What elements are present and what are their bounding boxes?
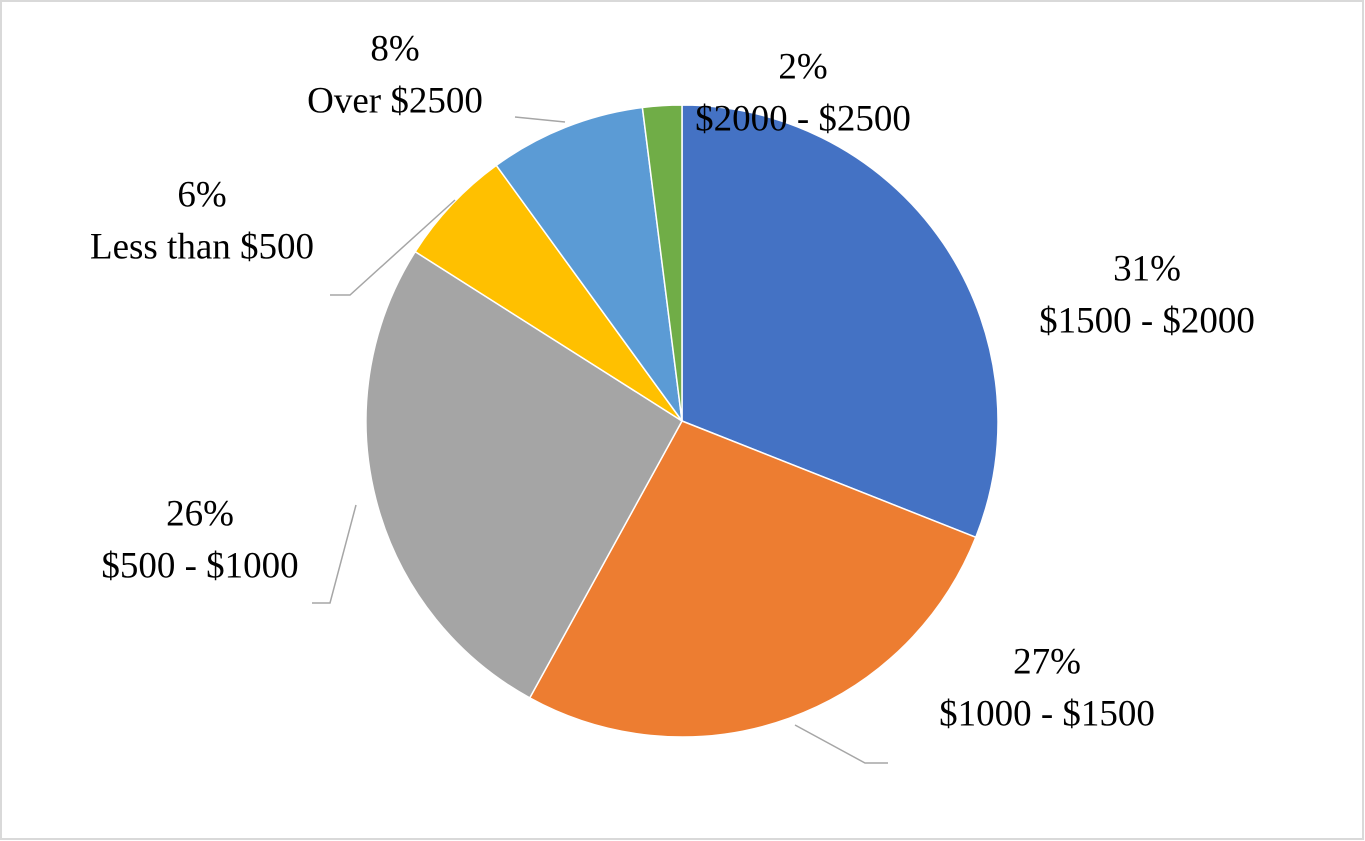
category-label: $1000 - $1500 [939,693,1155,734]
category-label: $2000 - $2500 [695,98,911,139]
leader-line [794,724,888,764]
category-label: Over $2500 [307,80,483,121]
data-label: 26% [166,493,234,534]
pie-slice [681,104,999,539]
category-label: Less than $500 [90,226,314,267]
pie [365,104,999,738]
data-label: 2% [778,46,827,87]
category-label: $1500 - $2000 [1039,300,1255,341]
data-label: 27% [1013,641,1081,682]
pie-slice [495,106,683,422]
pie-slice [528,420,977,738]
leader-line [330,199,456,296]
data-label: 8% [370,28,419,69]
leader-line [514,116,566,123]
category-label: $500 - $1000 [101,545,298,586]
data-label: 6% [177,174,226,215]
data-labels: 31% $1500 - $2000 27% $1000 - $1500 26% $500 … [90,28,1255,734]
data-label: 31% [1113,248,1181,289]
pie-slice [365,250,683,699]
leader-line [312,504,357,604]
pie-slice [641,104,683,422]
pie-slice [414,164,683,422]
